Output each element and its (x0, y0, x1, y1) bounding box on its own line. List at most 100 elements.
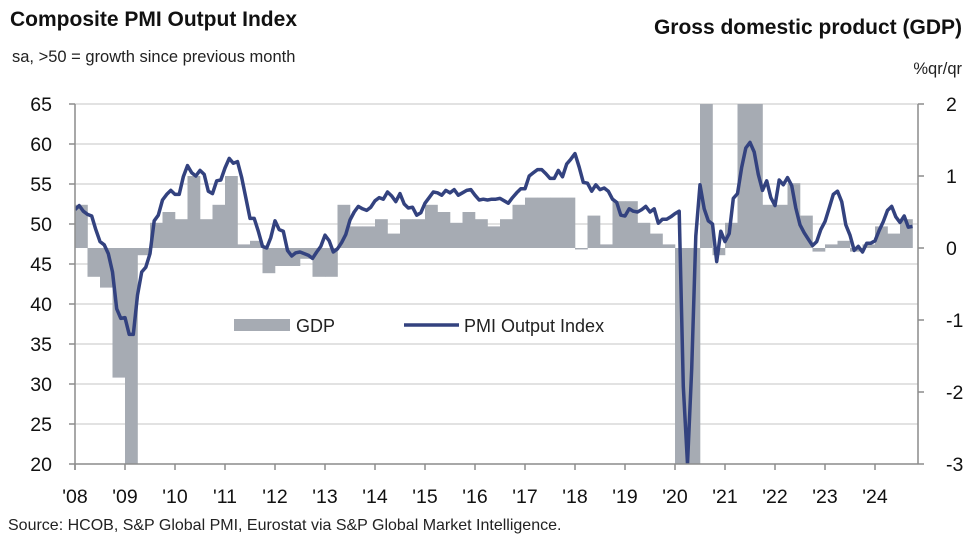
gdp-bar (862, 244, 876, 248)
gdp-bar (700, 104, 713, 248)
gdp-bar (737, 104, 751, 248)
chart-subtitle: sa, >50 = growth since previous month (12, 48, 296, 66)
x-axis-tick-label: '20 (662, 486, 688, 508)
left-axis-tick-label: 30 (30, 374, 52, 396)
gdp-bar (425, 204, 438, 248)
left-axis-tick-label: 35 (30, 334, 52, 356)
gdp-bar (337, 204, 351, 248)
x-axis-tick-label: '23 (812, 486, 837, 508)
right-axis-tick-label: -3 (946, 454, 963, 476)
x-axis-tick-label: '10 (162, 486, 188, 508)
x-axis-tick-label: '13 (312, 486, 337, 508)
gdp-bar (375, 219, 388, 248)
x-axis-tick-label: '22 (762, 486, 787, 508)
left-axis-tick-label: 40 (30, 294, 52, 316)
left-axis-tick-label: 65 (30, 94, 52, 116)
gdp-bar (462, 212, 476, 248)
right-axis-tick-label: 2 (946, 94, 957, 116)
gdp-bar (362, 226, 376, 248)
gdp-bars (75, 104, 913, 464)
gdp-bar (762, 204, 776, 248)
axes: 65 60 55 50 45 40 35 30 25 20 2 1 0 -1 -2 -3 '08 '09 '10 '1… (30, 94, 963, 508)
right-axis-tick-label: -2 (946, 382, 963, 404)
gdp-bar (612, 201, 626, 248)
gdp-bar (637, 222, 651, 248)
gdp-bar (887, 233, 901, 248)
gdp-bar (500, 219, 513, 248)
gdp-bar (650, 233, 663, 248)
gdp-bar (412, 219, 426, 248)
gdp-bar (87, 248, 101, 277)
left-axis-tick-label: 20 (30, 454, 52, 476)
gdp-bar (600, 244, 613, 248)
gdp-bar (387, 233, 401, 248)
x-axis-tick-label: '17 (512, 486, 537, 508)
source-note: Source: HCOB, S&P Global PMI, Eurostat v… (8, 517, 562, 534)
x-axis-tick-label: '18 (562, 486, 587, 508)
gdp-bar (137, 248, 151, 256)
gdp-bar (187, 176, 201, 248)
left-axis-tick-label: 45 (30, 254, 52, 276)
gdp-bar (587, 215, 601, 248)
gdp-bar (450, 222, 463, 248)
gdp-bar (512, 204, 526, 248)
gdp-bar (325, 248, 338, 277)
x-axis-tick-label: '08 (62, 486, 87, 508)
x-axis-tick-label: '19 (612, 486, 637, 508)
x-axis-tick-label: '15 (412, 486, 438, 508)
gdp-bar (537, 197, 551, 248)
gdp-bar (812, 248, 826, 252)
gdp-bar (175, 219, 188, 248)
gdp-bar (275, 248, 288, 266)
right-axis-tick-label: 0 (946, 238, 957, 260)
gdp-bar (162, 212, 176, 248)
legend: GDP PMI Output Index (234, 316, 604, 336)
gdp-bar (475, 219, 488, 248)
gdp-bar (550, 197, 563, 248)
left-axis-tick-label: 60 (30, 134, 52, 156)
left-axis-tick-label: 25 (30, 414, 52, 436)
x-axis-tick-label: '21 (712, 486, 737, 508)
gdp-bar (825, 244, 838, 248)
gdp-bar (200, 219, 213, 248)
gdp-bar (775, 204, 788, 248)
pmi-line-group (75, 140, 913, 464)
gdp-bar (525, 197, 538, 248)
gdp-bar (787, 183, 801, 248)
gdp-bar (487, 226, 501, 248)
x-axis-tick-label: '24 (862, 486, 888, 508)
gdp-bar (400, 219, 413, 248)
x-axis-tick-label: '16 (462, 486, 487, 508)
x-axis-tick-label: '09 (112, 486, 137, 508)
left-axis-tick-label: 50 (30, 214, 52, 236)
right-axis-tick-label: -1 (946, 310, 963, 332)
gdp-bar (575, 248, 588, 250)
gdp-bar (837, 240, 851, 248)
gdp-bar (125, 248, 138, 464)
right-axis-unit: %qr/qr (913, 60, 962, 78)
legend-pmi-label: PMI Output Index (464, 316, 604, 336)
gdp-bar (350, 226, 363, 248)
right-axis-tick-label: 1 (946, 166, 957, 188)
right-axis-title: Gross domestic product (GDP) (653, 16, 962, 39)
gdp-bar (750, 104, 763, 248)
x-axis-tick-label: '12 (262, 486, 287, 508)
gdp-bar (662, 244, 676, 248)
gdp-bar (75, 204, 88, 248)
legend-gdp-swatch (234, 319, 290, 331)
gdp-bar (225, 176, 238, 248)
x-axis-tick-label: '11 (213, 486, 237, 508)
x-axis-tick-label: '14 (362, 486, 388, 508)
left-axis-tick-label: 55 (30, 174, 52, 196)
gdp-bar (262, 248, 276, 274)
legend-gdp-label: GDP (296, 316, 335, 336)
gdp-bar (437, 212, 451, 248)
gdp-bar (562, 197, 576, 248)
pmi-line (75, 140, 913, 464)
chart-title: Composite PMI Output Index (10, 8, 297, 31)
gridlines (75, 103, 918, 425)
gdp-bar (212, 204, 226, 248)
gdp-bar (250, 240, 263, 248)
gdp-bar (237, 244, 251, 248)
